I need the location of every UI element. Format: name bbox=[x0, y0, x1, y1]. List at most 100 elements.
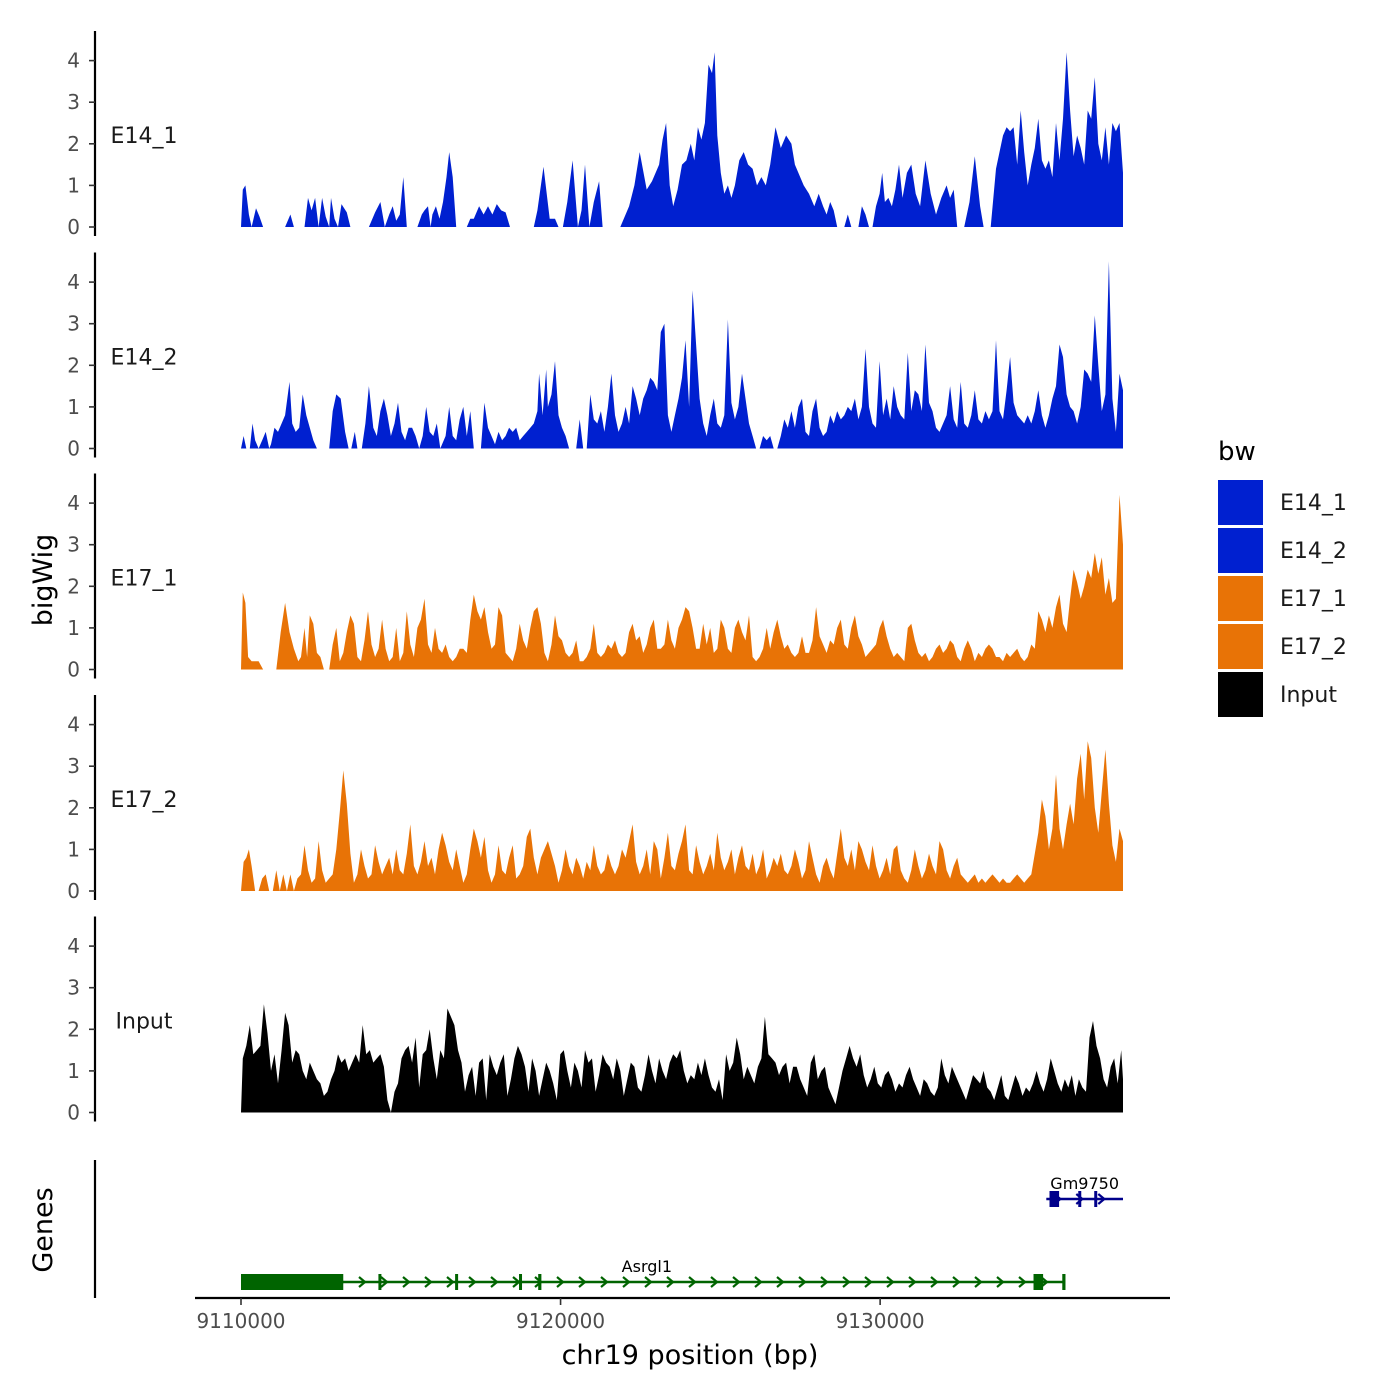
genes-axis-title: Genes bbox=[28, 1187, 59, 1272]
legend-title: bw bbox=[1218, 437, 1256, 467]
gene-label: Asrgl1 bbox=[622, 1257, 672, 1276]
signal-area-e14-2 bbox=[241, 261, 1123, 449]
strand-arrow bbox=[402, 1276, 411, 1288]
signal-area-input bbox=[241, 1004, 1123, 1113]
strand-arrow bbox=[710, 1276, 719, 1288]
y-tick-label: 0 bbox=[67, 658, 80, 682]
gene-exon bbox=[1062, 1274, 1066, 1290]
legend-swatch-e17-2 bbox=[1218, 624, 1263, 669]
strand-arrow bbox=[424, 1276, 433, 1288]
strand-arrow bbox=[644, 1276, 653, 1288]
strand-arrow bbox=[754, 1276, 763, 1288]
y-tick-label: 3 bbox=[67, 90, 80, 114]
track-e14-2: 0 1 2 3 4 E14_2 bbox=[67, 252, 1123, 461]
signal-area-e17-2 bbox=[241, 741, 1123, 891]
strand-arrow bbox=[886, 1276, 895, 1288]
y-tick-label: 1 bbox=[67, 837, 80, 861]
y-tick-label: 2 bbox=[67, 1017, 80, 1041]
y-tick-label: 0 bbox=[67, 215, 80, 239]
track-label: E14_1 bbox=[111, 124, 178, 149]
gene-exon bbox=[378, 1274, 382, 1290]
strand-arrow bbox=[930, 1276, 939, 1288]
legend-label: E14_1 bbox=[1280, 491, 1347, 516]
y-tick-label: 3 bbox=[67, 312, 80, 336]
y-tick-label: 3 bbox=[67, 533, 80, 557]
legend-label: E17_1 bbox=[1280, 587, 1347, 612]
y-tick-label: 1 bbox=[67, 173, 80, 197]
x-tick-label: 9130000 bbox=[836, 1309, 925, 1333]
track-input: 0 1 2 3 4 Input bbox=[67, 916, 1123, 1125]
y-tick-label: 4 bbox=[67, 713, 80, 737]
gene-label: Gm9750 bbox=[1050, 1174, 1119, 1193]
track-label: Input bbox=[116, 1010, 173, 1035]
y-tick-label: 0 bbox=[67, 879, 80, 903]
y-tick-label: 3 bbox=[67, 976, 80, 1000]
legend-label: E14_2 bbox=[1280, 539, 1347, 564]
signal-area-e14-1 bbox=[241, 52, 1123, 227]
strand-arrow bbox=[996, 1276, 1005, 1288]
gene-asrgl1: Asrgl1 bbox=[241, 1257, 1066, 1290]
genes-panel: Asrgl1 Gm9750 bbox=[93, 1160, 1123, 1298]
strand-arrow bbox=[842, 1276, 851, 1288]
y-tick-label: 3 bbox=[67, 754, 80, 778]
track-e17-2: 0 1 2 3 4 E17_2 bbox=[67, 695, 1123, 903]
strand-arrow bbox=[798, 1276, 807, 1288]
strand-arrow bbox=[864, 1276, 873, 1288]
strand-arrow bbox=[1097, 1193, 1107, 1205]
y-tick-label: 1 bbox=[67, 616, 80, 640]
strand-arrow bbox=[974, 1276, 983, 1288]
strand-arrow bbox=[512, 1276, 521, 1288]
signal-panels: 0 1 2 3 4 E14_1 0 1 2 3 4 E14_2 0 1 2 3 4 E17_1 0 1 2 3 4 E17_2… bbox=[67, 31, 1123, 1125]
strand-arrow bbox=[468, 1276, 477, 1288]
y-tick-label: 4 bbox=[67, 49, 80, 73]
x-axis: 9110000 9120000 9130000 bbox=[195, 1296, 1170, 1333]
signal-area-e17-1 bbox=[241, 494, 1123, 670]
strand-arrow bbox=[666, 1276, 675, 1288]
y-tick-label: 4 bbox=[67, 491, 80, 515]
gene-gm9750: Gm9750 bbox=[1046, 1174, 1123, 1207]
strand-arrow bbox=[490, 1276, 499, 1288]
strand-arrow bbox=[600, 1276, 609, 1288]
y-tick-label: 2 bbox=[67, 353, 80, 377]
gene-exon bbox=[241, 1274, 344, 1290]
x-axis-title: chr19 position (bp) bbox=[562, 1340, 819, 1371]
strand-arrow bbox=[688, 1276, 697, 1288]
y-tick-label: 4 bbox=[67, 270, 80, 294]
legend-label: Input bbox=[1280, 683, 1337, 708]
strand-arrow bbox=[908, 1276, 917, 1288]
gene-exon bbox=[538, 1274, 542, 1290]
y-tick-label: 2 bbox=[67, 132, 80, 156]
track-label: E14_2 bbox=[111, 346, 178, 371]
strand-arrow bbox=[578, 1276, 587, 1288]
strand-arrow bbox=[732, 1276, 741, 1288]
gene-exon bbox=[1078, 1191, 1082, 1207]
track-label: E17_2 bbox=[111, 788, 178, 813]
strand-arrow bbox=[1018, 1276, 1027, 1288]
gene-exon bbox=[1049, 1191, 1060, 1207]
track-label: E17_1 bbox=[111, 567, 178, 592]
strand-arrow bbox=[556, 1276, 565, 1288]
legend-swatch-e17-1 bbox=[1218, 576, 1263, 621]
x-tick-label: 9120000 bbox=[516, 1309, 605, 1333]
gene-exon bbox=[1033, 1274, 1044, 1290]
track-e14-1: 0 1 2 3 4 E14_1 bbox=[67, 31, 1123, 239]
y-tick-label: 4 bbox=[67, 934, 80, 958]
strand-arrow bbox=[380, 1276, 389, 1288]
y-tick-label: 2 bbox=[67, 574, 80, 598]
x-tick-label: 9110000 bbox=[196, 1309, 285, 1333]
y-tick-label: 0 bbox=[67, 437, 80, 461]
legend-swatch-e14-1 bbox=[1218, 480, 1263, 525]
y-tick-label: 0 bbox=[67, 1101, 80, 1125]
strand-arrow bbox=[358, 1276, 367, 1288]
gene-exon bbox=[1094, 1191, 1098, 1207]
strand-arrow bbox=[776, 1276, 785, 1288]
strand-arrow bbox=[820, 1276, 829, 1288]
strand-arrow bbox=[622, 1276, 631, 1288]
legend-label: E17_2 bbox=[1280, 635, 1347, 660]
y-tick-label: 1 bbox=[67, 1059, 80, 1083]
y-axis-title: bigWig bbox=[28, 534, 59, 627]
gene-exon bbox=[519, 1274, 523, 1290]
track-e17-1: 0 1 2 3 4 E17_1 bbox=[67, 473, 1123, 682]
legend-swatch-input bbox=[1218, 672, 1263, 717]
